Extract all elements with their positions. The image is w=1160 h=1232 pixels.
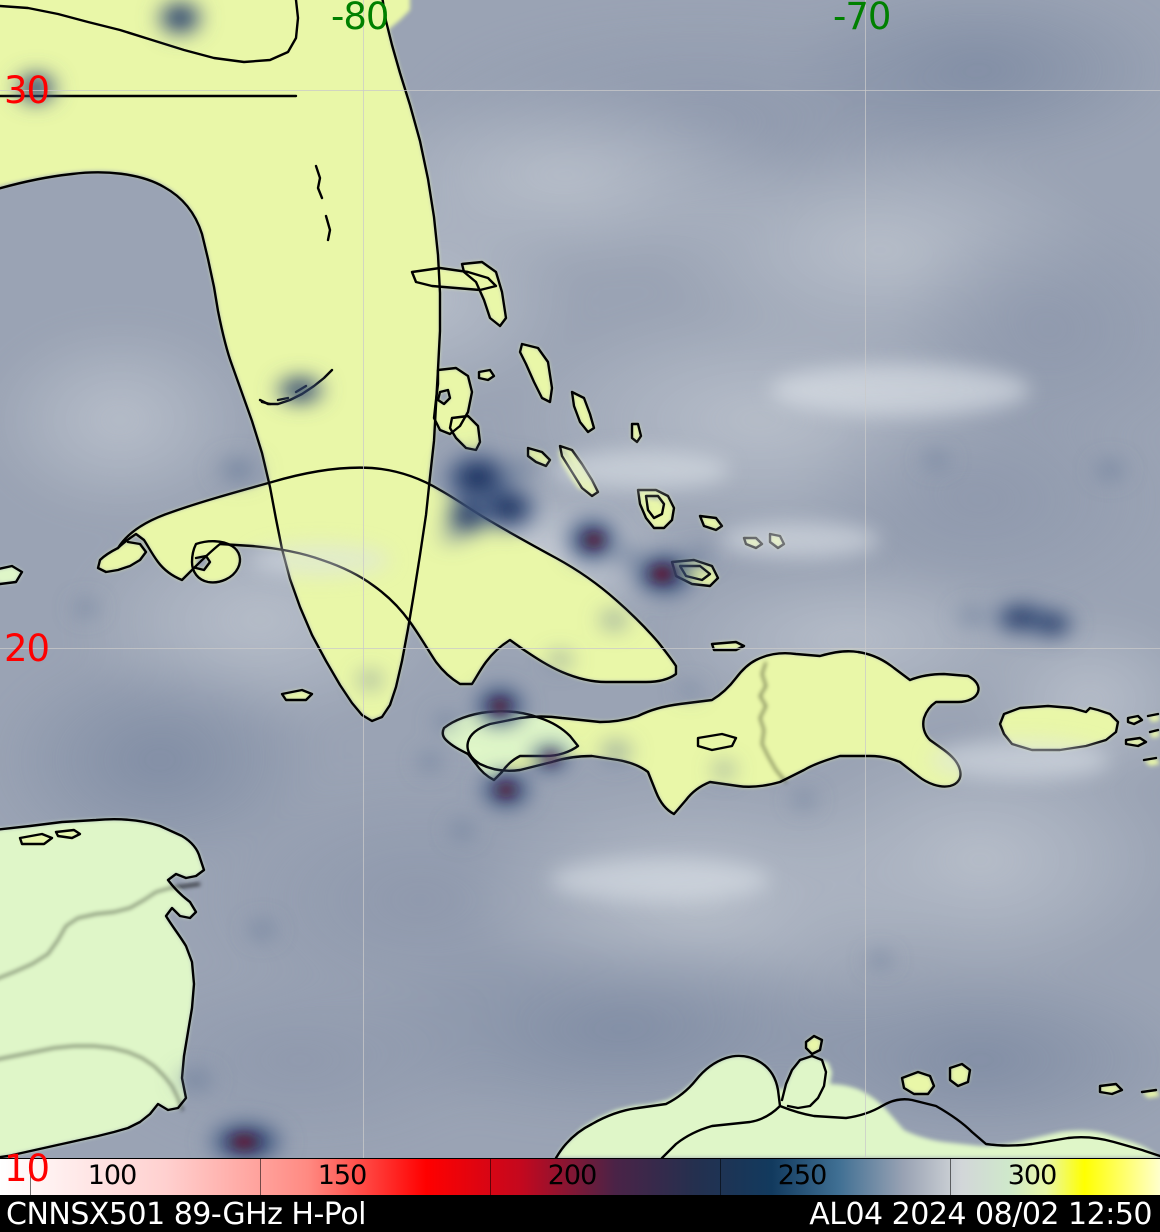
footer-bar: CNNSX501 89-GHz H-Pol AL04 2024 08/02 12… <box>0 1196 1160 1232</box>
sensor-label: CNNSX501 89-GHz H-Pol <box>6 1197 367 1232</box>
brightness-temperature-raster <box>0 0 1160 1158</box>
colorbar[interactable] <box>0 1158 1160 1196</box>
storm-timestamp-label: AL04 2024 08/02 12:50 <box>809 1197 1152 1232</box>
map-canvas[interactable]: 30 20 -80 -70 <box>0 0 1160 1158</box>
convection-layer <box>12 0 1132 1158</box>
colorbar-gradient <box>0 1159 1160 1195</box>
